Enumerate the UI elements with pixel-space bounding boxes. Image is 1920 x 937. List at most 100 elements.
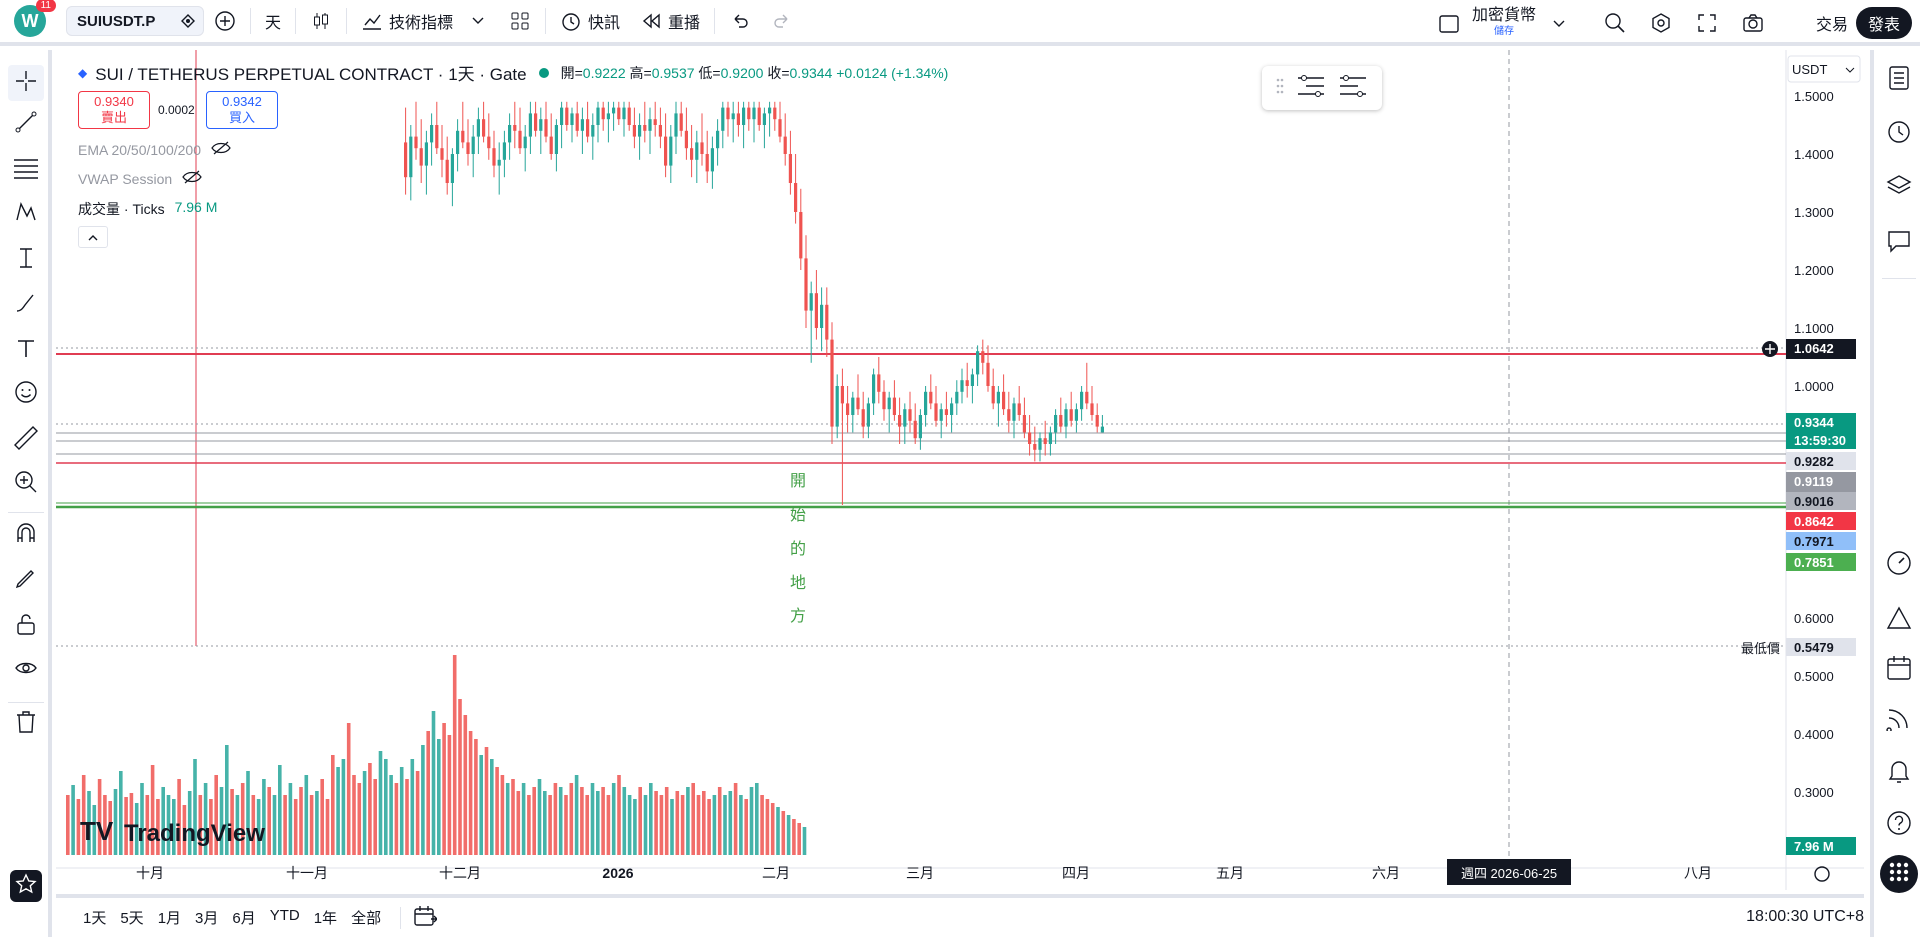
magnet-tool[interactable] — [12, 522, 40, 550]
camera-icon[interactable] — [1742, 12, 1764, 34]
user-avatar[interactable]: W 11 — [14, 0, 56, 37]
delete-tool[interactable] — [12, 710, 40, 738]
brush-tool[interactable] — [12, 290, 40, 318]
volume-bar — [193, 759, 197, 855]
open-value: 0.9222 — [582, 64, 626, 81]
candle-body — [424, 142, 428, 166]
goto-date-icon[interactable] — [413, 905, 439, 931]
volume-bar — [166, 795, 171, 855]
text-tool[interactable] — [12, 336, 40, 364]
chats-button[interactable] — [1884, 228, 1914, 258]
range-0[interactable]: 1天 — [83, 910, 107, 927]
help-button[interactable] — [1884, 810, 1914, 840]
rss-icon — [1886, 705, 1912, 736]
chevron-down-icon[interactable] — [1548, 13, 1570, 35]
emoji-tool[interactable] — [12, 380, 40, 408]
time-zone-clock[interactable]: 18:00:30 UTC+8 — [1746, 908, 1864, 925]
indicators-button[interactable]: 技術指標 — [351, 0, 499, 44]
volume-bar — [664, 787, 669, 855]
quick-search-icon[interactable] — [1604, 12, 1626, 34]
publish-button[interactable]: 發表 — [1855, 7, 1912, 39]
fib-tool[interactable] — [12, 156, 40, 184]
trade-button[interactable]: 交易 — [1815, 17, 1848, 34]
price-label: 0.5479 — [1794, 640, 1834, 655]
lock-tool[interactable] — [12, 612, 40, 640]
chart-type-button[interactable] — [300, 0, 342, 44]
range-6[interactable]: 1年 — [313, 910, 338, 927]
candle-body — [487, 136, 491, 149]
crosshair-tool[interactable] — [8, 65, 44, 101]
eye-off-icon[interactable] — [182, 170, 202, 187]
undo-button[interactable] — [719, 0, 761, 44]
collapse-legend-button[interactable] — [78, 226, 108, 248]
news-button[interactable] — [1884, 705, 1914, 735]
candle-body — [856, 397, 860, 410]
sell-button[interactable]: 0.9340 賣出 — [78, 91, 150, 129]
price-label-bg — [1786, 413, 1856, 431]
replay-button[interactable]: 重播 — [630, 0, 710, 44]
range-5[interactable]: YTD — [269, 907, 300, 924]
zoom-tool[interactable] — [12, 470, 40, 498]
long-position-icon[interactable] — [1338, 72, 1368, 105]
candle-body — [976, 351, 980, 375]
candle-body — [430, 125, 434, 143]
trend-line-tool[interactable] — [12, 110, 40, 138]
notifications-button[interactable] — [1884, 758, 1914, 788]
draw-mode-tool[interactable] — [12, 566, 40, 594]
range-3[interactable]: 3月 — [195, 910, 219, 927]
compare-icon[interactable] — [177, 10, 199, 32]
speed-button[interactable] — [1884, 550, 1914, 580]
ema-indicator[interactable]: EMA 20/50/100/200 — [78, 141, 231, 158]
drag-handle-icon[interactable] — [1276, 78, 1284, 99]
ideas-button[interactable] — [1884, 605, 1914, 635]
volume-bar — [92, 805, 97, 855]
buy-button[interactable]: 0.9342 買入 — [206, 91, 278, 129]
volume-indicator[interactable]: 成交量 · Ticks 7.96 M — [78, 199, 217, 219]
projection-tool[interactable] — [12, 246, 40, 274]
symbol-search[interactable]: SUIUSDT.P — [66, 6, 204, 36]
apps-button[interactable] — [1880, 855, 1918, 893]
vwap-indicator[interactable]: VWAP Session — [78, 170, 202, 187]
redo-button[interactable] — [761, 0, 803, 44]
pattern-tool[interactable] — [12, 200, 40, 228]
fullscreen-icon[interactable] — [1696, 12, 1718, 34]
chart-title[interactable]: SUI / TETHERUS PERPETUAL CONTRACT · 1天 ·… — [95, 65, 527, 84]
volume-bar — [442, 723, 446, 855]
alerts-panel-button[interactable] — [1884, 118, 1914, 148]
candle-body — [762, 113, 766, 125]
short-position-icon[interactable] — [1296, 72, 1326, 105]
candle-body — [809, 293, 813, 311]
volume-bar — [203, 783, 208, 855]
chevron-down-icon[interactable] — [467, 10, 489, 32]
favorites-button[interactable] — [10, 870, 42, 902]
watchlist-button[interactable] — [1884, 65, 1914, 95]
add-symbol-button[interactable] — [204, 0, 246, 44]
volume-bar — [256, 799, 261, 855]
measure-tool[interactable] — [12, 425, 40, 454]
price-chart[interactable]: USDT 1.5000 1.4000 1.3000 1.2000 1.1000 1.0000… — [0, 0, 1864, 894]
grid-icon — [509, 10, 531, 32]
eye-off-icon[interactable] — [211, 141, 231, 158]
volume-bar — [214, 775, 218, 855]
range-2[interactable]: 1月 — [157, 910, 182, 927]
hide-tool[interactable] — [12, 656, 40, 684]
candle-body — [1043, 438, 1047, 444]
range-1[interactable]: 5天 — [120, 910, 144, 927]
chevron-up-icon — [88, 228, 98, 246]
candle-body — [903, 409, 907, 427]
volume-bar — [580, 787, 584, 855]
object-tree-button[interactable] — [1884, 173, 1914, 203]
candle-body — [638, 125, 642, 137]
high-key: 高= — [629, 64, 652, 81]
layout-switcher[interactable]: 加密貨幣 儲存 — [1438, 8, 1570, 40]
candle-body — [695, 142, 699, 160]
range-7[interactable]: 全部 — [351, 910, 382, 927]
settings-icon[interactable] — [1650, 12, 1672, 34]
interval-button[interactable]: 天 — [255, 0, 291, 44]
volume-bar — [309, 795, 314, 855]
calendar-button[interactable] — [1884, 655, 1914, 685]
candle-body — [778, 119, 782, 137]
alerts-button[interactable]: 快訊 — [550, 0, 630, 44]
templates-button[interactable] — [499, 0, 541, 44]
range-4[interactable]: 6月 — [232, 910, 256, 927]
